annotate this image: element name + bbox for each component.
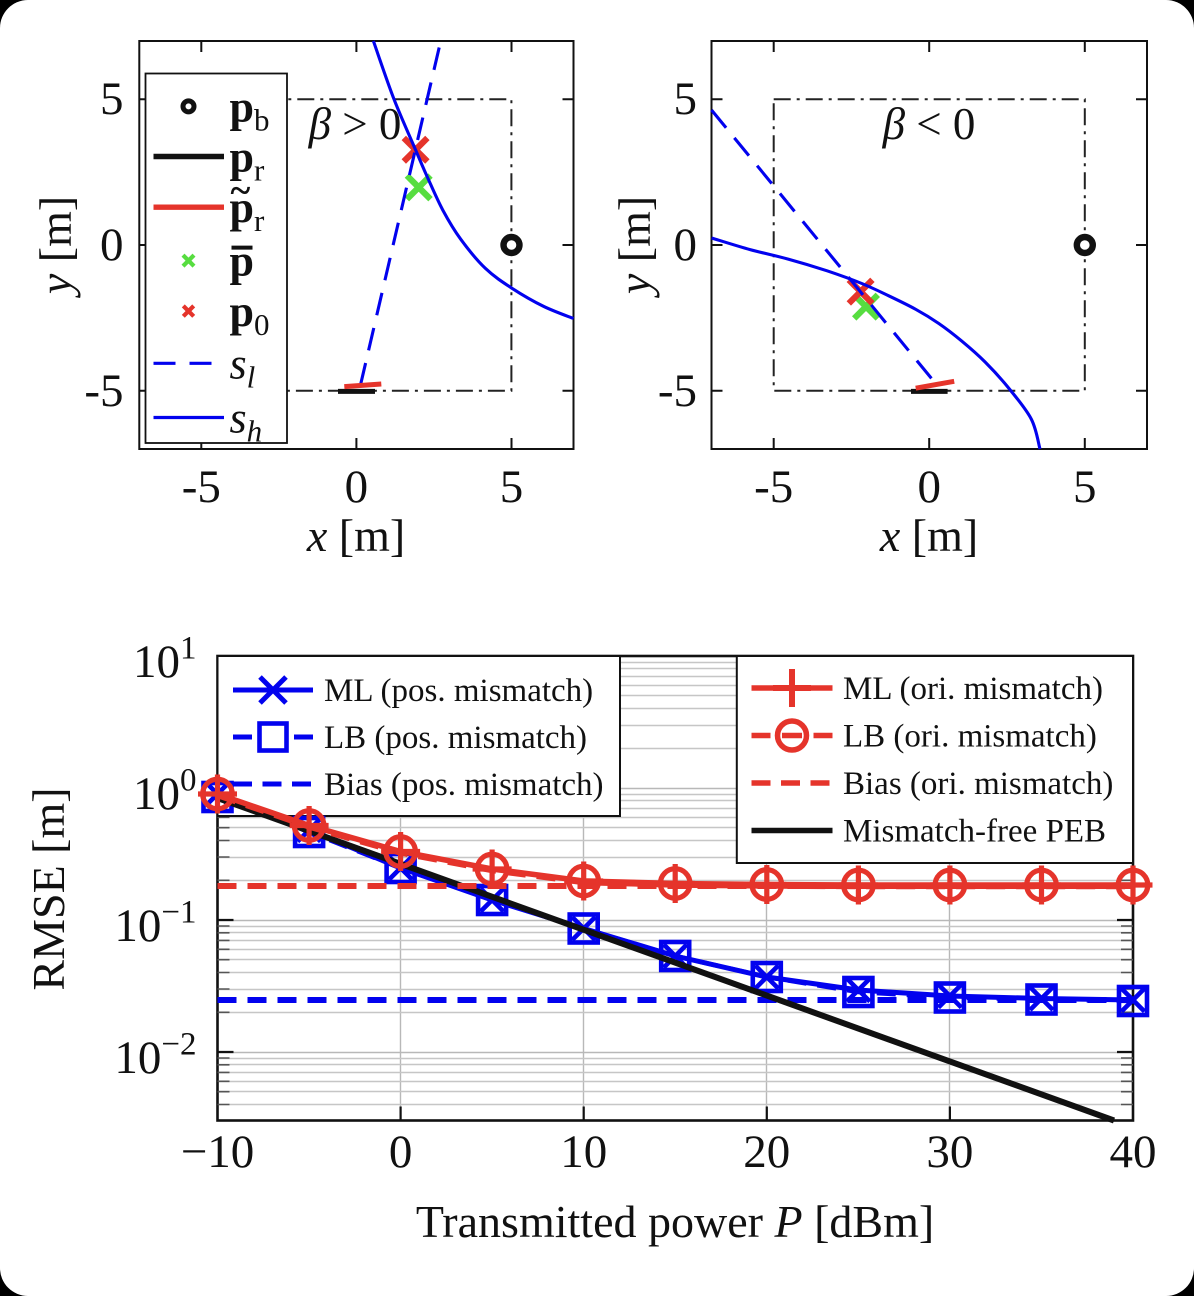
svg-text:-5: -5 — [84, 365, 123, 417]
svg-text:-5: -5 — [658, 365, 697, 417]
svg-text:x [m]: x [m] — [879, 510, 978, 561]
svg-text:10: 10 — [560, 1126, 607, 1178]
svg-text:0: 0 — [917, 461, 941, 513]
svg-text:5: 5 — [500, 461, 524, 513]
svg-text:5: 5 — [1073, 461, 1097, 513]
svg-text:20: 20 — [743, 1126, 790, 1178]
svg-text:~: ~ — [231, 170, 251, 212]
svg-text:ML (ori. mismatch): ML (ori. mismatch) — [843, 671, 1103, 707]
svg-text:Transmitted power P [dBm]: Transmitted power P [dBm] — [416, 1196, 934, 1247]
svg-text:0: 0 — [389, 1126, 413, 1178]
svg-text:y [m]: y [m] — [30, 196, 81, 298]
svg-text:0: 0 — [100, 219, 124, 271]
svg-text:Bias (pos. mismatch): Bias (pos. mismatch) — [324, 767, 604, 803]
svg-text:LB (ori. mismatch): LB (ori. mismatch) — [843, 719, 1097, 755]
svg-text:-5: -5 — [182, 461, 221, 513]
svg-text:30: 30 — [926, 1126, 973, 1178]
svg-text:5: 5 — [100, 73, 124, 125]
svg-text:0: 0 — [674, 219, 698, 271]
svg-text:LB (pos. mismatch): LB (pos. mismatch) — [324, 720, 587, 756]
svg-text:ML (pos. mismatch): ML (pos. mismatch) — [324, 673, 593, 709]
svg-text:5: 5 — [674, 73, 698, 125]
svg-text:p: p — [230, 237, 254, 286]
svg-text:β < 0: β < 0 — [882, 99, 976, 149]
svg-text:Mismatch-free PEB: Mismatch-free PEB — [843, 814, 1106, 850]
svg-text:β > 0: β > 0 — [308, 99, 402, 149]
svg-text:10−2: 10−2 — [114, 1027, 196, 1085]
svg-text:0: 0 — [345, 461, 369, 513]
svg-text:−10: −10 — [181, 1126, 255, 1178]
svg-text:40: 40 — [1110, 1126, 1157, 1178]
svg-text:Bias (ori. mismatch): Bias (ori. mismatch) — [843, 766, 1113, 802]
svg-text:y [m]: y [m] — [609, 196, 660, 298]
svg-text:x [m]: x [m] — [306, 510, 405, 561]
svg-text:RMSE [m]: RMSE [m] — [23, 787, 74, 990]
svg-text:-5: -5 — [754, 461, 793, 513]
